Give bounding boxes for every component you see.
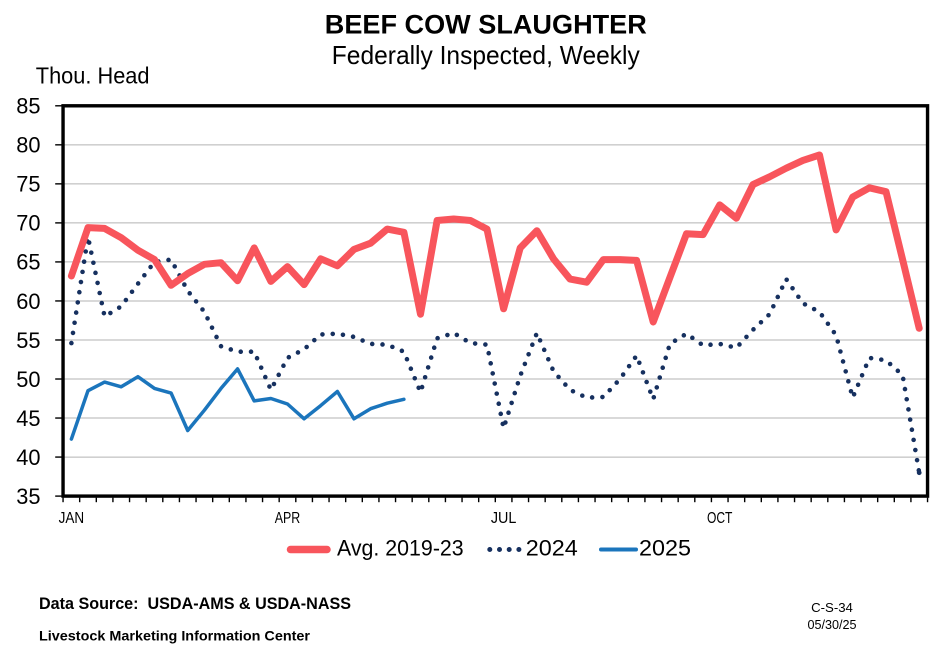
svg-text:05/30/25: 05/30/25 — [807, 618, 856, 632]
svg-text:2024: 2024 — [526, 536, 578, 561]
svg-text:Thou. Head: Thou. Head — [36, 63, 150, 89]
svg-text:35: 35 — [16, 484, 40, 509]
svg-text:80: 80 — [16, 133, 40, 158]
svg-text:60: 60 — [16, 289, 40, 314]
svg-text:APR: APR — [275, 510, 301, 527]
svg-text:50: 50 — [16, 367, 40, 392]
svg-text:40: 40 — [16, 445, 40, 470]
svg-text:OCT: OCT — [707, 510, 733, 527]
svg-text:70: 70 — [16, 211, 40, 236]
svg-text:2025: 2025 — [639, 536, 691, 561]
svg-text:Livestock Marketing Informatio: Livestock Marketing Information Center — [39, 628, 311, 644]
svg-text:55: 55 — [16, 328, 40, 353]
svg-text:JAN: JAN — [59, 510, 85, 527]
svg-text:85: 85 — [16, 94, 40, 119]
svg-text:Data Source: USDA-AMS & USDA-: Data Source: USDA-AMS & USDA-NASS — [39, 595, 351, 613]
svg-text:Avg. 2019-23: Avg. 2019-23 — [337, 536, 464, 561]
svg-text:45: 45 — [16, 406, 40, 431]
svg-text:75: 75 — [16, 172, 40, 197]
svg-text:JUL: JUL — [491, 510, 517, 527]
svg-text:65: 65 — [16, 250, 40, 275]
svg-text:Federally Inspected, Weekly: Federally Inspected, Weekly — [332, 42, 640, 70]
svg-text:BEEF COW SLAUGHTER: BEEF COW SLAUGHTER — [325, 9, 647, 39]
svg-text:C-S-34: C-S-34 — [811, 600, 853, 615]
